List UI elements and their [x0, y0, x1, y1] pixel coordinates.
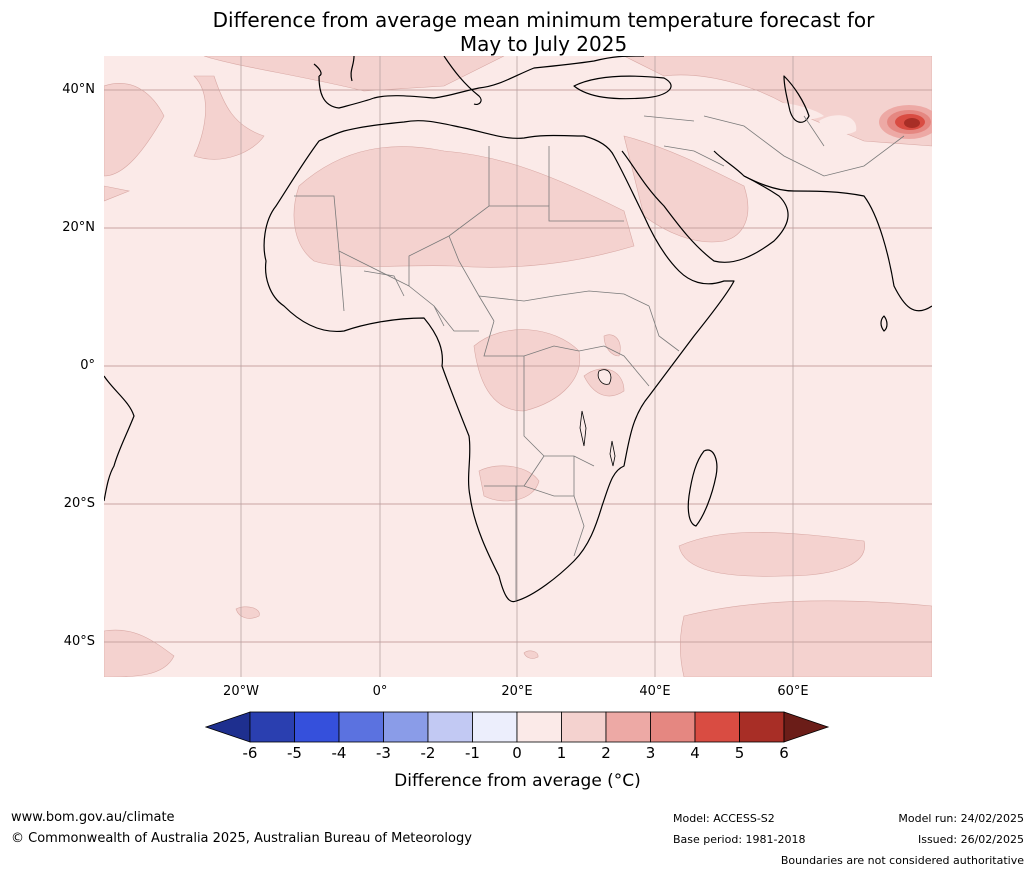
colorbar-cell [605, 711, 651, 743]
colorbar-cell [561, 711, 607, 743]
colorbar-cell [338, 711, 384, 743]
footer-website[interactable]: www.bom.gov.au/climate [11, 810, 175, 825]
lon-label-40e: 40°E [639, 684, 671, 699]
lon-gridlines [240, 56, 794, 677]
colorbar-extend-high [783, 711, 830, 743]
lon-label-20e: 20°E [501, 684, 533, 699]
colorbar-tick-label: -2 [420, 744, 436, 762]
lon-label-0: 0° [372, 684, 388, 699]
colorbar-tick-label: 6 [779, 744, 789, 762]
footer-issued: Issued: 26/02/2025 [917, 833, 1024, 846]
colorbar-tick-label: -1 [465, 744, 480, 762]
coastlines [104, 56, 932, 603]
colorbar-cell [427, 711, 473, 743]
map-canvas [104, 56, 932, 677]
colorbar-tick-label: 4 [690, 744, 700, 762]
lat-label-20n: 20°N [62, 220, 95, 235]
colorbar-tick-label: 1 [556, 744, 567, 762]
colorbar-cell [249, 711, 295, 743]
colorbar-tick-label: 0 [512, 744, 522, 762]
colorbar-cell [650, 711, 696, 743]
country-borders [294, 115, 905, 601]
lon-label-60e: 60°E [777, 684, 809, 699]
title-line-2: May to July 2025 [459, 32, 628, 56]
footer-disclaimer: Boundaries are not considered authoritat… [780, 854, 1024, 867]
footer-copyright: © Commonwealth of Australia 2025, Austra… [11, 831, 472, 846]
lat-label-40s: 40°S [63, 634, 95, 649]
colorbar-cell [383, 711, 429, 743]
colorbar-tick-label: 5 [734, 744, 745, 762]
colorbar-cell [739, 711, 785, 743]
footer-base-period: Base period: 1981-2018 [673, 833, 806, 846]
colorbar-tick-label: -6 [242, 744, 258, 762]
map-title: Difference from average mean minimum tem… [0, 8, 1035, 56]
lat-label-40n: 40°N [62, 82, 95, 97]
colorbar-tick-label: 3 [645, 744, 656, 762]
colorbar-cell [294, 711, 340, 743]
lat-gridlines [104, 89, 932, 643]
title-line-1: Difference from average mean minimum tem… [212, 8, 875, 32]
colorbar [205, 711, 830, 743]
footer-model-run: Model run: 24/02/2025 [898, 812, 1024, 825]
lat-label-0: 0° [80, 358, 95, 373]
colorbar-tick-label: 2 [601, 744, 611, 762]
colorbar-cell [516, 711, 562, 743]
lakes [579, 369, 616, 467]
colorbar-extend-low [205, 711, 251, 743]
lat-label-20s: 20°S [63, 496, 95, 511]
colorbar-cells [205, 711, 830, 743]
footer-model: Model: ACCESS-S2 [673, 812, 775, 825]
hot-spot [879, 105, 932, 139]
forecast-map [104, 56, 932, 677]
colorbar-tick-label: -5 [287, 744, 302, 762]
colorbar-tick-label: -4 [331, 744, 347, 762]
colorbar-cell [694, 711, 740, 743]
colorbar-cell [472, 711, 518, 743]
lon-label-20w: 20°W [223, 684, 259, 699]
colorbar-title: Difference from average (°C) [394, 771, 641, 791]
anomaly-0-1-islands [704, 100, 857, 158]
colorbar-tick-label: -3 [376, 744, 391, 762]
